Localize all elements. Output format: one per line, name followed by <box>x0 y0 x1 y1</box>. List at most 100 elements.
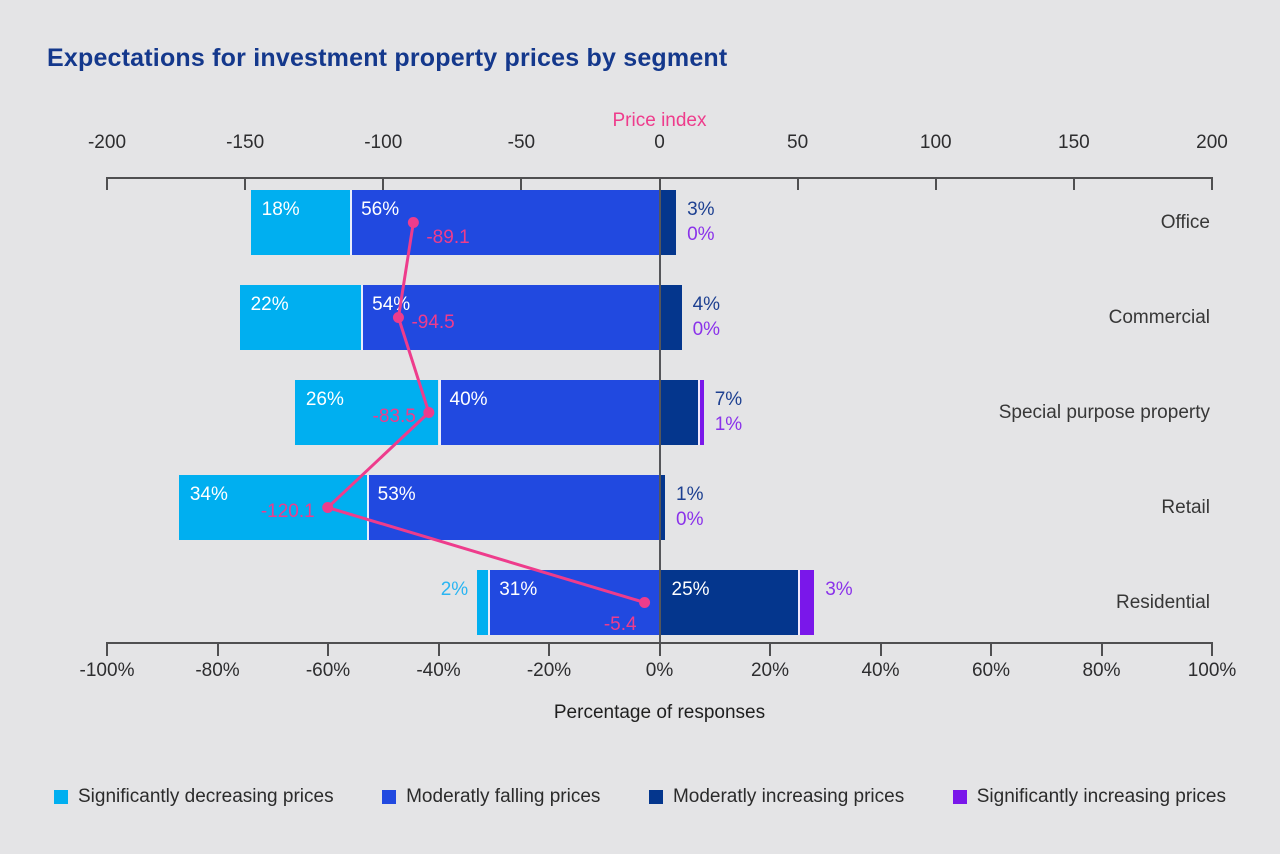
bar-value-label: 34% <box>189 484 228 505</box>
bottom-axis-tick-label: -80% <box>195 660 240 681</box>
top-axis-tick <box>658 177 661 190</box>
bottom-axis-tick <box>548 642 550 656</box>
top-axis-tick <box>796 177 799 190</box>
legend: Significantly decreasing prices Moderatly… <box>54 786 1226 808</box>
bar-value-label: 3% <box>687 199 715 220</box>
legend-swatch-icon <box>648 790 663 804</box>
legend-label: Significantly decreasing prices <box>78 786 334 807</box>
bar-segment-significantly-decreasing <box>250 190 351 255</box>
bottom-axis-tick-label: 0% <box>645 660 674 681</box>
bar-value-label: 22% <box>250 294 289 315</box>
bottom-axis-tick <box>879 642 882 656</box>
legend-swatch-icon <box>382 790 397 804</box>
bottom-axis-tick <box>437 642 440 656</box>
price-index-value-label: -94.5 <box>411 311 455 333</box>
bottom-axis-tick <box>990 642 992 656</box>
price-index-value-label: -120.1 <box>260 500 315 522</box>
chart-title: Expectations for investment property pri… <box>47 44 728 72</box>
bottom-axis-tick <box>658 642 661 656</box>
bar-segment-moderatly-increasing <box>659 285 682 350</box>
bar-segment-significantly-increasing <box>698 380 704 445</box>
top-axis-tick-label: 50 <box>787 132 809 153</box>
top-axis-tick-label: 200 <box>1196 132 1228 153</box>
bottom-axis-tick-label: -40% <box>416 660 461 681</box>
top-axis-tick <box>244 177 247 190</box>
price-index-value-label: -5.4 <box>603 613 637 635</box>
price-index-value-label: -89.1 <box>426 226 470 248</box>
legend-label: Moderatly increasing prices <box>672 786 905 807</box>
bar-segment-significantly-decreasing <box>239 285 362 350</box>
bar-value-label: 0% <box>692 319 721 340</box>
top-axis-tick-label: 0 <box>654 132 665 153</box>
top-axis-tick <box>1211 177 1213 190</box>
legend-swatch-icon <box>952 790 967 804</box>
bottom-axis-tick-label: 20% <box>750 660 790 681</box>
price-index-value-label: -83.5 <box>372 405 416 427</box>
bar-value-label: 4% <box>692 294 721 315</box>
legend-item: Moderatly increasing prices <box>648 786 905 808</box>
top-axis-tick <box>1072 177 1075 190</box>
top-axis-tick-label: 150 <box>1058 132 1090 153</box>
bar-segment-moderatly-falling <box>366 475 660 540</box>
bar-value-label: 1% <box>714 414 743 435</box>
bottom-axis-tick-label: -100% <box>79 660 135 681</box>
plot-area: 18% 56% 3% 0% 22% 54% 4% 0% 26% 40% 7% 1% 34% 53% 1% 0%… <box>107 178 1212 643</box>
bottom-axis-tick <box>1100 642 1103 656</box>
legend-item: Significantly increasing prices <box>952 786 1226 808</box>
top-axis-tick-label: -50 <box>507 132 536 153</box>
bottom-axis-tick-label: 40% <box>861 660 900 681</box>
bar-value-label: 31% <box>499 579 538 600</box>
bottom-axis-tick-label: 80% <box>1082 660 1121 681</box>
bar-segment-moderatly-falling <box>350 190 660 255</box>
bar-value-label: 7% <box>714 389 743 410</box>
top-axis-caption: Price index <box>612 110 707 131</box>
bar-segment-significantly-decreasing <box>178 475 367 540</box>
top-axis-tick <box>934 177 937 190</box>
price-index-point <box>423 407 435 418</box>
top-axis-tick-label: 100 <box>919 132 952 153</box>
bar-value-label: 18% <box>261 199 300 220</box>
bar-value-label: 1% <box>676 484 704 505</box>
bar-segment-moderatly-falling <box>438 380 660 445</box>
bottom-axis-tick-label: -20% <box>526 660 572 681</box>
bar-segment-significantly-decreasing <box>477 570 489 635</box>
bar-segment-moderatly-increasing <box>659 190 677 255</box>
bar-value-label: 0% <box>687 224 715 245</box>
bar-value-label: 3% <box>825 579 853 600</box>
top-axis-tick-label: -150 <box>226 132 265 153</box>
bar-value-label: 40% <box>449 389 488 410</box>
bottom-axis-caption: Percentage of responses <box>553 702 766 723</box>
legend-label: Moderatly falling prices <box>406 786 601 807</box>
bottom-axis-tick <box>106 642 108 656</box>
top-axis-tick <box>382 177 385 190</box>
price-index-point <box>392 312 404 323</box>
bar-segment-moderatly-increasing <box>659 380 699 445</box>
bottom-axis-tick <box>327 642 329 656</box>
bottom-axis-tick <box>769 642 771 656</box>
category-label: Commercial <box>1108 306 1210 328</box>
top-axis-tick-label: -100 <box>364 132 403 153</box>
category-label: Special purpose property <box>998 401 1210 423</box>
bar-value-label: 26% <box>305 389 344 410</box>
bar-value-label: 25% <box>671 579 710 600</box>
bar-segment-moderatly-increasing <box>659 570 798 635</box>
price-index-line <box>322 217 651 608</box>
bottom-axis-tick-label: 100% <box>1187 660 1237 681</box>
bar-value-label: 53% <box>377 484 416 505</box>
price-index-point <box>639 597 651 608</box>
bottom-axis-tick <box>216 642 219 656</box>
price-index-point <box>407 217 419 228</box>
legend-swatch-icon <box>54 790 68 804</box>
bar-segment-significantly-decreasing <box>294 380 439 445</box>
bar-segment-moderatly-increasing <box>659 475 666 540</box>
legend-label: Significantly increasing prices <box>976 786 1226 807</box>
category-label: Retail <box>1161 496 1210 518</box>
category-label: Office <box>1160 211 1210 233</box>
bar-segment-moderatly-falling <box>361 285 660 350</box>
price-index-point <box>322 502 334 513</box>
bar-segment-significantly-increasing <box>797 570 815 635</box>
legend-item: Significantly decreasing prices <box>54 786 334 808</box>
bottom-axis-tick <box>1211 642 1213 656</box>
bar-value-label: 56% <box>361 199 400 220</box>
